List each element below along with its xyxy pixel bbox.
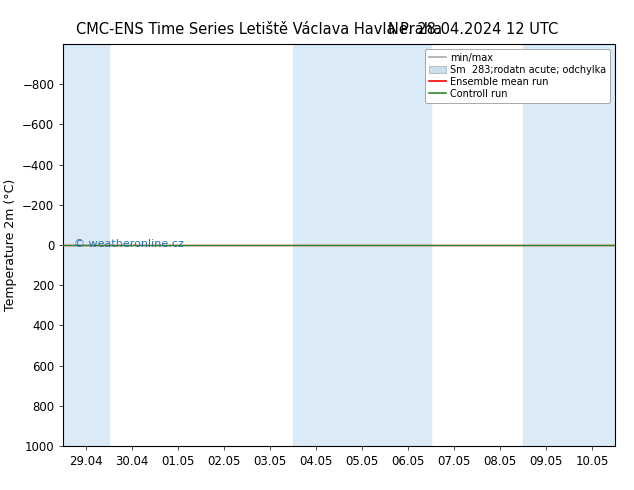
Y-axis label: Temperature 2m (°C): Temperature 2m (°C)	[4, 179, 16, 311]
Bar	[63, 44, 110, 446]
Bar	[523, 44, 615, 446]
Bar	[385, 44, 431, 446]
Text: CMC-ENS Time Series Letiště Václava Havla Praha: CMC-ENS Time Series Letiště Václava Havl…	[76, 22, 442, 37]
Legend: min/max, Sm  283;rodatn acute; odchylka, Ensemble mean run, Controll run: min/max, Sm 283;rodatn acute; odchylka, …	[425, 49, 610, 102]
Bar	[293, 44, 385, 446]
Text: Ne. 28.04.2024 12 UTC: Ne. 28.04.2024 12 UTC	[387, 22, 558, 37]
Text: © weatheronline.cz: © weatheronline.cz	[74, 239, 184, 249]
